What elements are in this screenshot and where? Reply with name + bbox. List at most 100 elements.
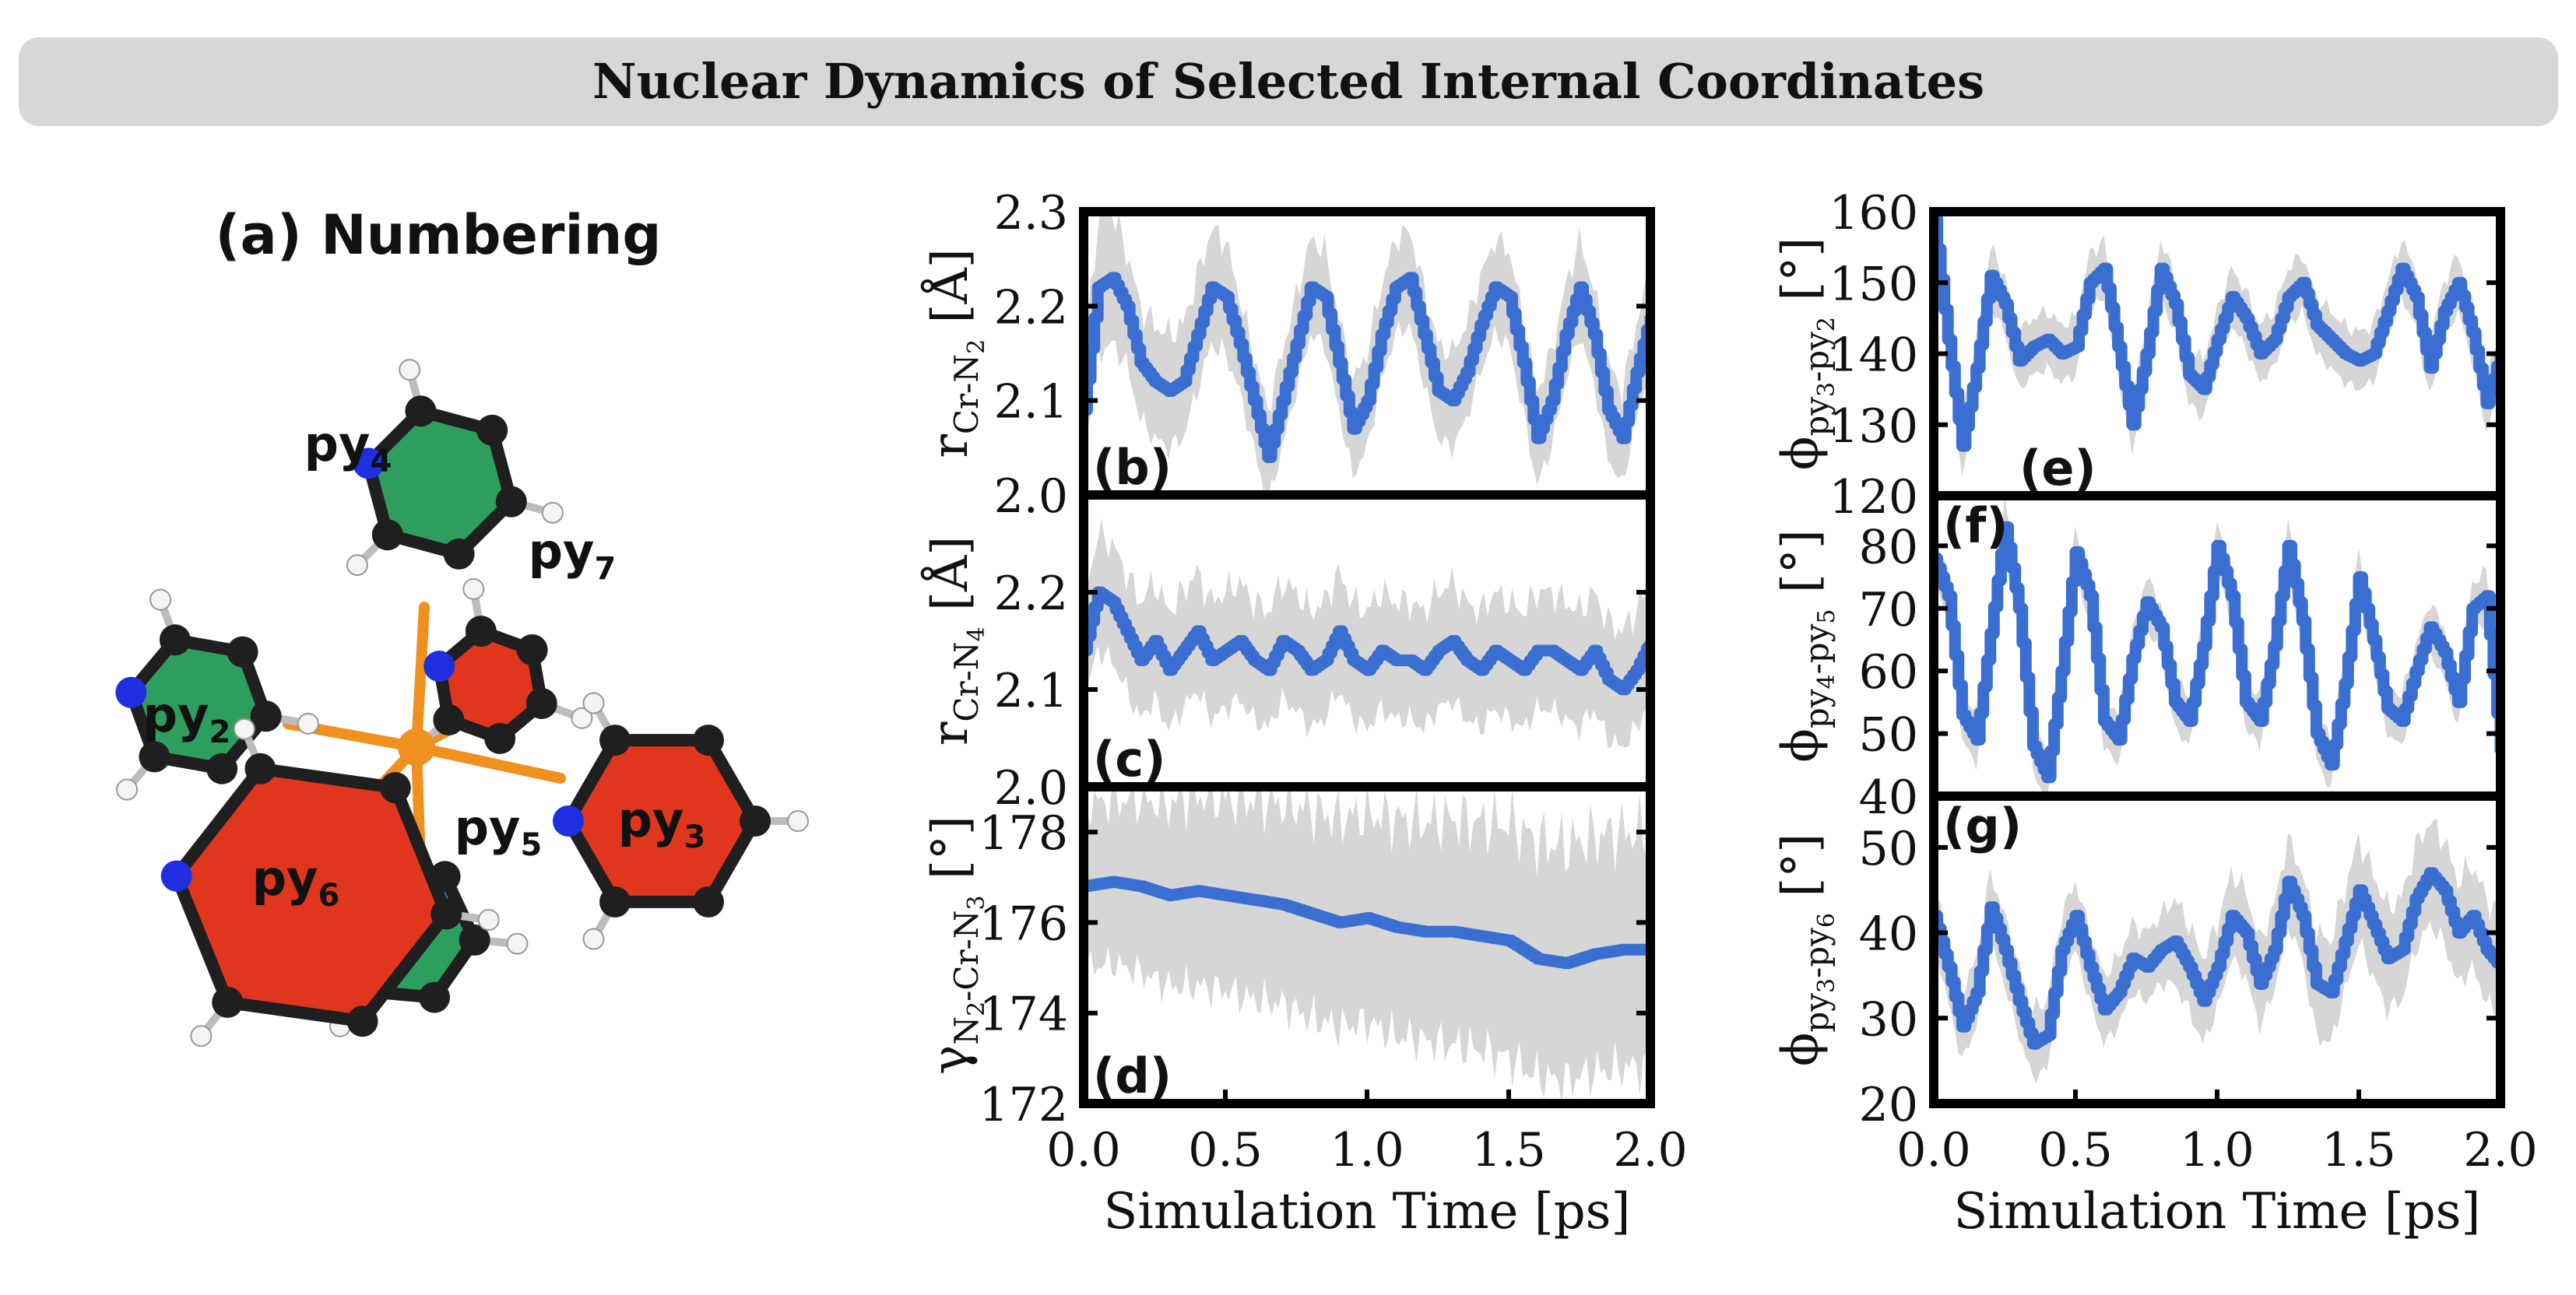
nitrogen-atom [553,805,584,837]
y-tick-label: 172 [979,1078,1068,1132]
series-line-c [1084,586,1650,696]
x-tick-label: 2.0 [2463,1123,2537,1177]
carbon-atom [740,805,771,837]
y-tick-label: 150 [1829,257,1918,311]
hydrogen-atom [506,932,529,955]
nitrogen-atom [160,860,192,892]
hydrogen-atom [582,928,605,950]
carbon-atom [459,924,490,956]
carbon-atom [419,981,451,1013]
y-tick-label: 2.1 [994,375,1068,430]
y-tick-label: 140 [1829,328,1918,383]
y-tick-label: 40 [1859,907,1918,962]
chromium-atom [398,728,435,766]
hydrogen-atom [297,712,319,735]
ring-label-py6: py6 [252,850,340,914]
series-line-g [1934,867,2500,1050]
panel-label-g: (g) [1943,798,2022,855]
chart-panel-g: 20 30 40 50 0.0 0.5 1.0 1.5 2.0 Simulation Time [… [1772,791,2538,1241]
confidence-band-c [1084,518,1650,749]
chart-panel-f: 40 50 60 70 80 (f) ϕpy4-py5 [°] [1772,491,2505,825]
y-tick-label: 130 [1829,399,1918,454]
ring-py6 [160,718,500,1048]
hydrogen-atom [582,692,605,714]
carbon-atom [443,538,475,570]
x-tick-label: 1.0 [1330,1123,1404,1177]
series-line-e [1934,212,2500,452]
cr-n-bond [411,602,430,753]
ring-py7 [405,577,593,759]
nitrogen-atom [353,447,385,479]
plot-area-f [1934,496,2500,796]
figure-title: Nuclear Dynamics of Selected Internal Co… [592,53,1985,110]
x-tick-label: 0.5 [1188,1123,1262,1177]
ring-py4 [346,359,564,577]
y-tick-label: 176 [979,897,1068,951]
ring-label-py5: py5 [455,799,543,863]
carbon-atom [484,722,516,754]
carbon-atom [379,772,411,804]
molecule-title: (a) Numbering [216,203,662,267]
carbon-atom [431,898,462,930]
hydrogen-atom [346,554,368,577]
x-axis-label: Simulation Time [ps] [1954,1183,2481,1241]
y-tick-label: 80 [1859,520,1918,574]
hydrogen-atom [541,501,564,524]
y-tick-label: 2.2 [994,280,1068,335]
ring-label-py2: py2 [143,686,231,750]
x-tick-label: 1.5 [1471,1123,1545,1177]
chart-panel-b: 2.0 2.1 2.2 2.3 (b) rCr-N2 [Å] [921,186,1655,524]
plot-area-d [1084,787,1650,1104]
y-tick-label: 30 [1859,992,1918,1047]
nitrogen-atom [115,676,147,708]
ring-label-py4: py4 [304,416,392,479]
y-axis-label-b: rCr-N2 [Å] [921,248,990,458]
ring-py2 [115,588,319,801]
plot-area-c [1084,518,1650,749]
y-tick-label: 60 [1859,645,1918,700]
hydrogen-atom [571,707,593,729]
title-banner: Nuclear Dynamics of Selected Internal Co… [19,37,2558,126]
x-tick-label: 2.0 [1613,1123,1687,1177]
x-tick-label: 0.5 [2038,1123,2112,1177]
cr-n-bond [411,742,566,784]
chart-panel-c: 2.0 2.1 2.2 (c) rCr-N4 [Å] [921,490,1655,816]
y-tick-label: 178 [979,806,1068,861]
carbon-atom [516,634,548,666]
y-tick-label: 40 [1859,770,1918,825]
hydrogen-atom [462,577,485,600]
chart-panel-d: 172 174 176 178 0.0 0.5 1.0 1.5 2.0 Simulation Ti… [922,782,1688,1241]
y-axis-label-e: ϕpy3-py2 [°] [1772,237,1840,471]
x-axis-label: Simulation Time [ps] [1104,1183,1631,1241]
y-tick-label: 120 [1829,470,1918,525]
carbon-atom [159,624,191,656]
carbon-atom [693,886,724,918]
hydrogen-atom [116,778,139,801]
charts-area: 2.02.12.22.3(b)rCr-N2 [Å]2.02.12.2(c)rCr… [921,186,2538,1241]
y-tick-label: 2.0 [994,469,1068,524]
y-tick-label: 2.1 [994,664,1068,718]
hydrogen-atom [233,718,255,740]
hydrogen-atom [190,1025,213,1048]
carbon-atom [346,1005,378,1037]
plot-area-g [1934,818,2500,1085]
carbon-atom [693,725,724,756]
carbon-atom [206,753,238,784]
x-tick-label: 0.0 [1046,1123,1120,1177]
y-axis-label-d: γN2-Cr-N3 [°] [922,816,990,1075]
series-line-b [1084,272,1650,463]
hydrogen-atom [399,359,421,381]
x-tick-label: 1.0 [2180,1123,2254,1177]
nitrogen-atom [423,651,455,683]
carbon-atom [433,704,465,735]
y-tick-label: 174 [979,988,1068,1042]
confidence-band-b [1084,212,1650,495]
confidence-band-d [1084,787,1650,1104]
y-tick-label: 50 [1859,822,1918,876]
series-line-f [1934,521,2500,784]
ring-label-py7: py7 [529,523,617,587]
hydrogen-atom [477,909,500,932]
molecule-drawing: py2 py3 py4 py5 py6 py7 [115,359,809,1048]
carbon-atom [599,725,631,756]
